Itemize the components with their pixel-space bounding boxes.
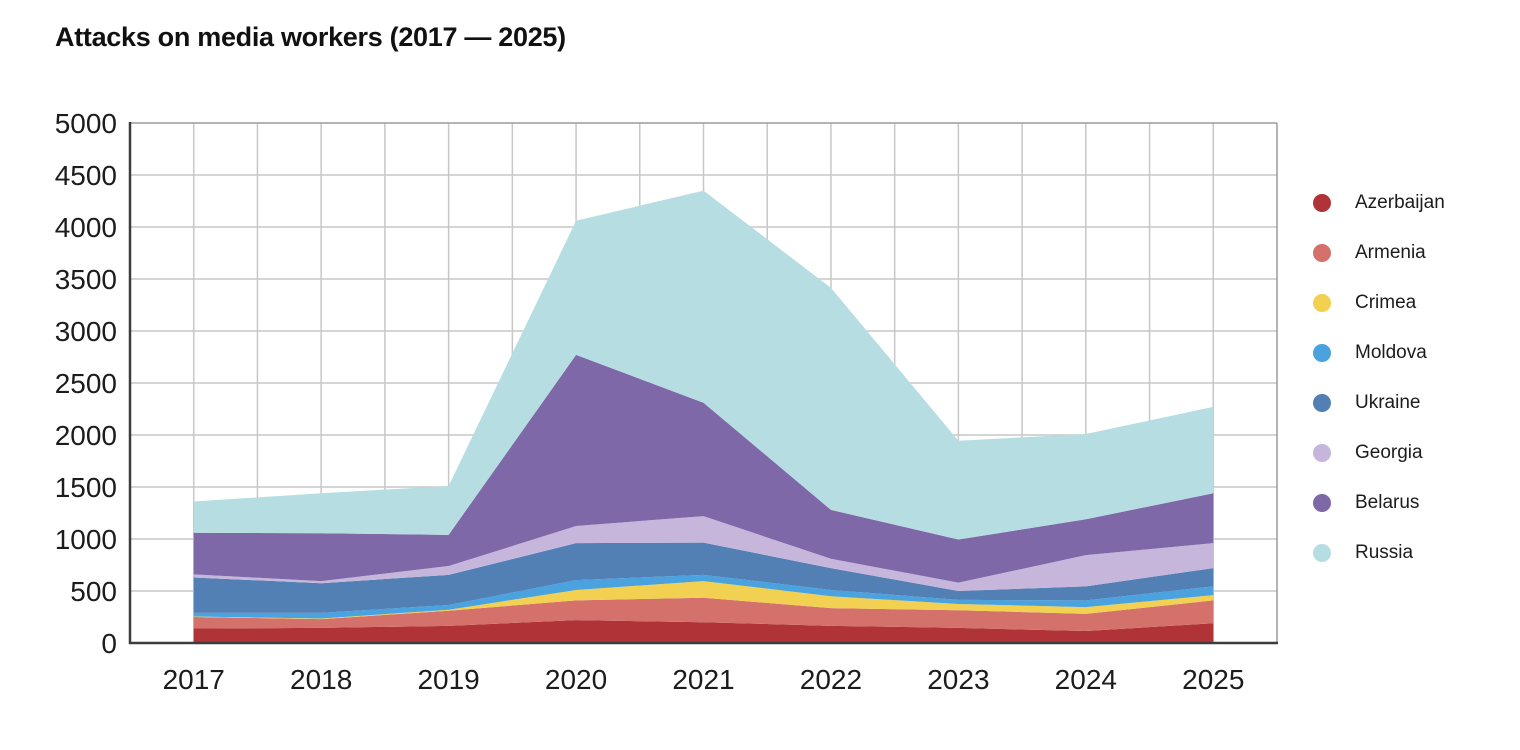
legend-label-ukraine: Ukraine [1355, 392, 1421, 413]
y-tick-label: 500 [70, 576, 117, 607]
legend-swatch-georgia [1313, 444, 1331, 462]
y-tick-label: 4500 [55, 160, 117, 191]
legend-label-russia: Russia [1355, 542, 1414, 563]
y-tick-label: 4000 [55, 212, 117, 243]
x-tick-label: 2018 [290, 664, 352, 695]
area-russia [193, 190, 1214, 540]
legend-label-azerbaijan: Azerbaijan [1355, 192, 1445, 213]
x-tick-label: 2017 [163, 664, 225, 695]
area-moldova [193, 574, 1214, 619]
legend-swatch-ukraine [1313, 394, 1331, 412]
legend-item-georgia: Georgia [1313, 428, 1445, 478]
legend-label-georgia: Georgia [1355, 442, 1423, 463]
x-tick-label: 2022 [800, 664, 862, 695]
y-tick-label: 2500 [55, 368, 117, 399]
legend: Azerbaijan Armenia Crimea Moldova Ukraine Geo… [1313, 178, 1445, 578]
legend-label-armenia: Armenia [1355, 242, 1426, 263]
x-tick-label: 2021 [672, 664, 734, 695]
legend-swatch-azerbaijan [1313, 194, 1331, 212]
legend-item-russia: Russia [1313, 528, 1445, 578]
area-belarus [193, 354, 1214, 583]
y-tick-label: 3500 [55, 264, 117, 295]
legend-label-moldova: Moldova [1355, 342, 1427, 363]
y-tick-label: 1000 [55, 524, 117, 555]
legend-swatch-belarus [1313, 494, 1331, 512]
x-tick-label: 2023 [927, 664, 989, 695]
area-georgia [193, 516, 1214, 591]
area-crimea [193, 581, 1214, 620]
legend-swatch-armenia [1313, 244, 1331, 262]
legend-label-crimea: Crimea [1355, 292, 1417, 313]
chart-title: Attacks on media workers (2017 — 2025) [55, 22, 566, 52]
legend-item-belarus: Belarus [1313, 478, 1445, 528]
x-tick-label: 2024 [1055, 664, 1117, 695]
legend-item-ukraine: Ukraine [1313, 378, 1445, 428]
area-ukraine [193, 542, 1214, 613]
legend-swatch-russia [1313, 544, 1331, 562]
legend-item-moldova: Moldova [1313, 328, 1445, 378]
legend-swatch-crimea [1313, 294, 1331, 312]
legend-item-armenia: Armenia [1313, 228, 1445, 278]
legend-item-crimea: Crimea [1313, 278, 1445, 328]
x-tick-label: 2020 [545, 664, 607, 695]
area-armenia [193, 597, 1214, 632]
y-tick-label: 3000 [55, 316, 117, 347]
y-tick-label: 1500 [55, 472, 117, 503]
legend-label-belarus: Belarus [1355, 492, 1420, 513]
x-tick-label: 2019 [417, 664, 479, 695]
y-tick-label: 5000 [55, 108, 117, 139]
y-tick-label: 0 [101, 628, 117, 659]
y-tick-label: 2000 [55, 420, 117, 451]
x-tick-label: 2025 [1182, 664, 1244, 695]
legend-swatch-moldova [1313, 344, 1331, 362]
legend-item-azerbaijan: Azerbaijan [1313, 178, 1445, 228]
area-azerbaijan [193, 620, 1214, 643]
